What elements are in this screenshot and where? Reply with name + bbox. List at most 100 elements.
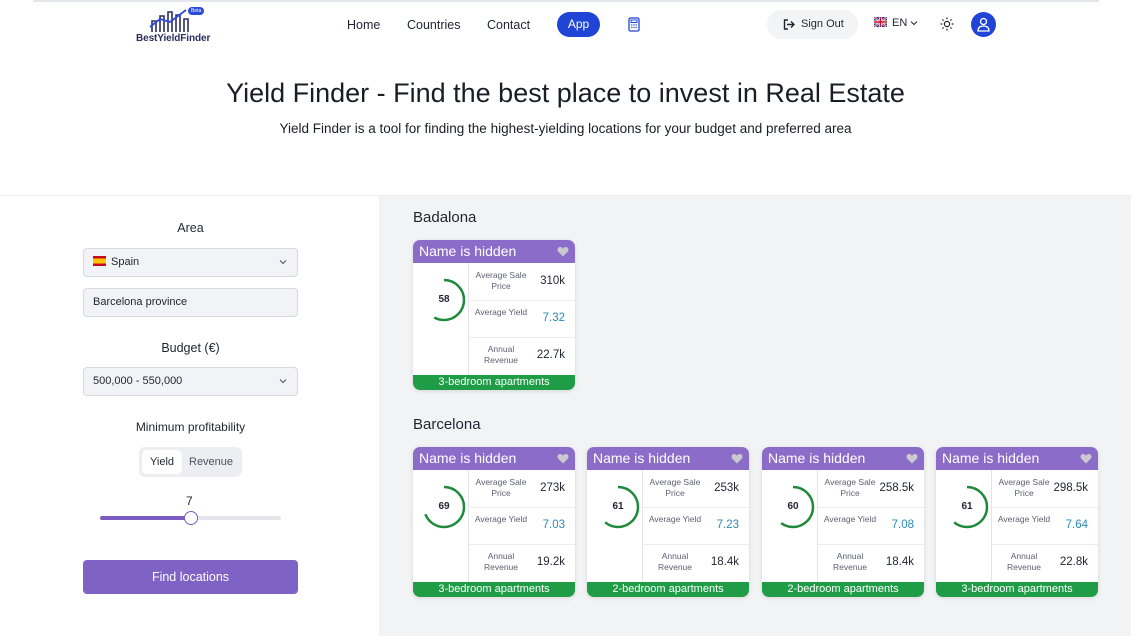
page-subtitle: Yield Finder is a tool for finding the h…	[279, 121, 852, 136]
card-header: Name is hidden	[413, 447, 575, 470]
sign-out-button[interactable]: Sign Out	[767, 10, 858, 39]
revenue-value: 19.2k	[536, 556, 565, 568]
score-arc	[771, 485, 815, 529]
score-ring	[771, 485, 815, 529]
profitability-slider[interactable]	[100, 511, 281, 525]
budget-select[interactable]: 500,000 - 550,000	[83, 367, 298, 396]
row-divider	[643, 544, 749, 545]
location-card[interactable]: Name is hidden 61 Average Sale Price 298.5k…	[936, 447, 1098, 597]
score-arc	[422, 278, 466, 322]
uk-flag-icon	[874, 17, 887, 27]
sign-out-label: Sign Out	[801, 18, 844, 30]
revenue-value: 22.8k	[1059, 556, 1088, 568]
slider-thumb[interactable]	[183, 511, 198, 525]
calculator-icon[interactable]	[628, 17, 640, 32]
score-value: 58	[438, 294, 450, 305]
card-divider	[468, 263, 469, 376]
row-divider	[818, 507, 924, 508]
group-title: Badalona	[413, 209, 477, 226]
sale-price-label: Average Sale Price	[824, 477, 876, 498]
yield-label: Average Yield	[997, 514, 1051, 524]
score-value: 69	[438, 501, 450, 512]
sale-price-label: Average Sale Price	[475, 477, 527, 498]
card-title: Name is hidden	[942, 450, 1040, 466]
score-ring	[945, 485, 989, 529]
row-divider	[818, 544, 924, 545]
area-label: Area	[177, 221, 204, 235]
favorite-heart-icon[interactable]	[731, 453, 743, 464]
budget-label: Budget (€)	[161, 341, 220, 355]
score-arc	[596, 485, 640, 529]
score-arc	[945, 485, 989, 529]
favorite-heart-icon[interactable]	[906, 453, 918, 464]
country-value: Spain	[111, 256, 140, 268]
favorite-heart-icon[interactable]	[557, 246, 569, 257]
logo-text: BestYieldFinder	[136, 33, 211, 44]
card-title: Name is hidden	[593, 450, 691, 466]
toggle-yield[interactable]: Yield	[142, 450, 182, 474]
yield-label: Average Yield	[823, 514, 877, 524]
sale-price-label: Average Sale Price	[998, 477, 1050, 498]
toggle-revenue[interactable]: Revenue	[189, 456, 234, 468]
yield-value: 7.32	[542, 312, 565, 324]
yield-value: 7.08	[891, 519, 914, 531]
chevron-down-icon	[910, 21, 918, 26]
yield-label: Average Yield	[474, 514, 528, 524]
score-arc	[422, 485, 466, 529]
score-value: 61	[961, 501, 973, 512]
location-card[interactable]: Name is hidden 61 Average Sale Price 253k Av…	[587, 447, 749, 597]
card-header: Name is hidden	[413, 240, 575, 263]
logo[interactable]: Beta BestYieldFinder	[136, 7, 216, 45]
province-value: Barcelona province	[93, 296, 188, 308]
logo-buildings-icon	[149, 9, 189, 32]
score-gauge: 58	[421, 275, 471, 325]
card-divider	[642, 470, 643, 583]
revenue-label: Annual Revenue	[1006, 551, 1042, 572]
score-ring	[422, 485, 466, 529]
score-value: 60	[787, 501, 799, 512]
location-card[interactable]: Name is hidden 69 Average Sale Price 273k Av…	[413, 447, 575, 597]
chevron-down-icon	[279, 260, 287, 265]
nav-home[interactable]: Home	[347, 18, 381, 32]
score-gauge: 61	[595, 482, 645, 532]
sale-price-label: Average Sale Price	[475, 270, 527, 291]
chevron-down-icon	[279, 379, 287, 384]
property-type-badge: 3-bedroom apartments	[936, 582, 1098, 597]
yield-value: 7.64	[1065, 519, 1088, 531]
budget-value: 500,000 - 550,000	[93, 375, 183, 387]
row-divider	[992, 507, 1098, 508]
language-selector[interactable]: EN	[874, 17, 918, 29]
country-select[interactable]: Spain	[83, 248, 298, 277]
yield-value: 7.23	[716, 519, 739, 531]
nav-app-button[interactable]: App	[557, 12, 600, 37]
card-title: Name is hidden	[768, 450, 866, 466]
revenue-label: Annual Revenue	[483, 344, 519, 365]
user-avatar-button[interactable]	[971, 12, 996, 37]
location-card[interactable]: Name is hidden 58 Average Sale Price 310k Av…	[413, 240, 575, 390]
revenue-value: 22.7k	[536, 349, 565, 361]
nav-contact[interactable]: Contact	[487, 18, 531, 32]
location-card[interactable]: Name is hidden 60 Average Sale Price 258.5k…	[762, 447, 924, 597]
province-input[interactable]: Barcelona province	[83, 288, 298, 317]
slider-value: 7	[186, 494, 193, 508]
card-title: Name is hidden	[419, 450, 517, 466]
property-type-badge: 2-bedroom apartments	[587, 582, 749, 597]
card-header: Name is hidden	[936, 447, 1098, 470]
row-divider	[992, 544, 1098, 545]
sale-price-value: 258.5k	[879, 482, 914, 494]
theme-toggle-sun-icon[interactable]	[940, 17, 954, 31]
sale-price-value: 298.5k	[1053, 482, 1088, 494]
user-icon	[977, 17, 990, 32]
favorite-heart-icon[interactable]	[557, 453, 569, 464]
nav-countries[interactable]: Countries	[407, 18, 461, 32]
score-gauge: 61	[944, 482, 994, 532]
score-gauge: 69	[421, 482, 471, 532]
find-locations-button[interactable]: Find locations	[83, 560, 298, 594]
sale-price-value: 273k	[540, 482, 565, 494]
sale-price-value: 253k	[714, 482, 739, 494]
sale-price-label: Average Sale Price	[649, 477, 701, 498]
top-border	[33, 0, 1099, 2]
yield-value: 7.03	[542, 519, 565, 531]
top-navbar: Beta BestYieldFinder Home Countries Cont…	[0, 0, 1131, 50]
favorite-heart-icon[interactable]	[1080, 453, 1092, 464]
